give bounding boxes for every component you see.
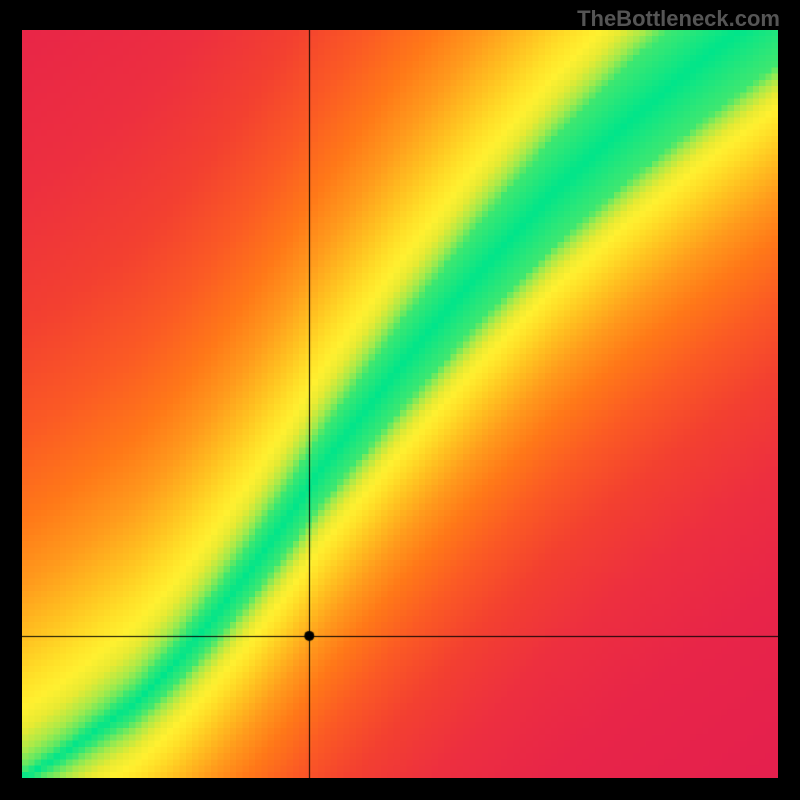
crosshair-overlay bbox=[22, 30, 778, 778]
attribution: TheBottleneck.com bbox=[577, 6, 780, 32]
heatmap-plot bbox=[22, 30, 778, 778]
